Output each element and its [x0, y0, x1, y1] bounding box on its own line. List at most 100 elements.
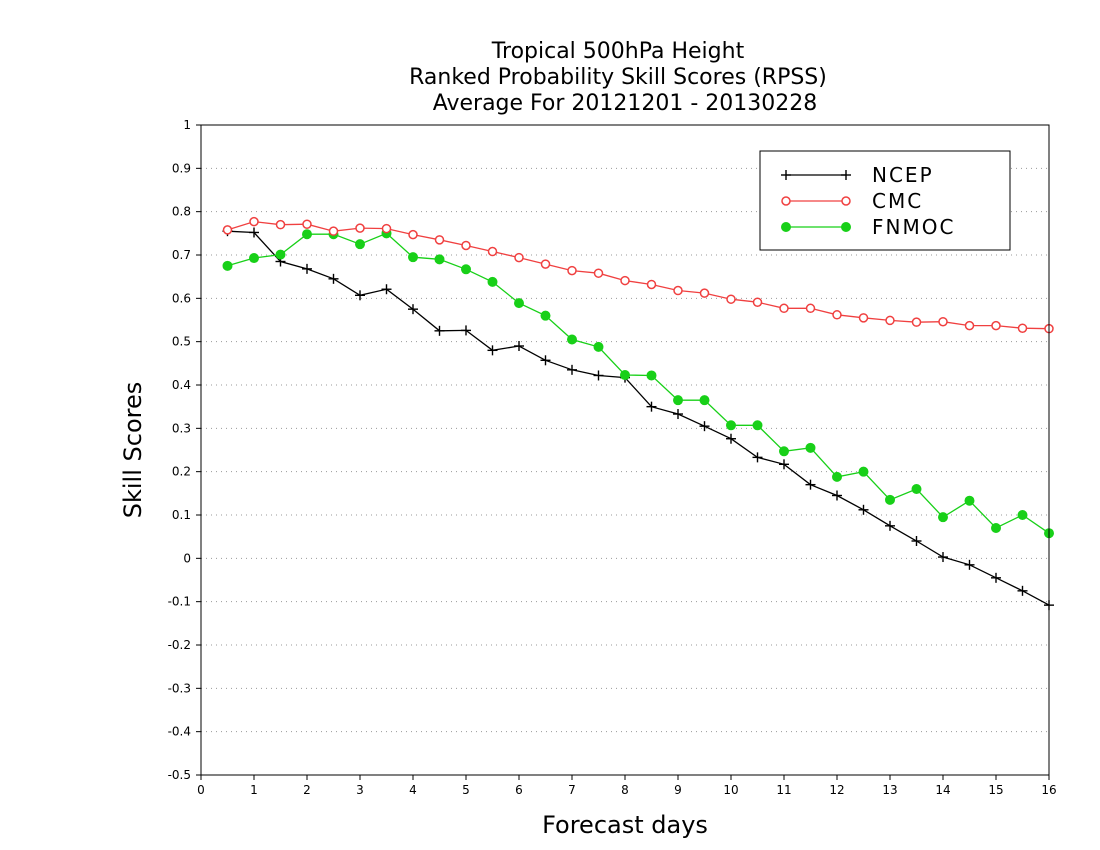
- fnmoc-point: [540, 310, 551, 321]
- x-tick-label: 7: [568, 783, 576, 797]
- legend-entry-fnmoc: FNMOC: [781, 215, 953, 239]
- ncep-point: [911, 536, 922, 546]
- y-tick-label: -0.1: [168, 595, 191, 609]
- y-tick-label: 0.3: [172, 421, 191, 435]
- plot-frame: [200, 124, 1050, 776]
- cmc-point: [275, 219, 286, 230]
- ncep-point: [355, 290, 365, 301]
- x-axis-label: Forecast days: [542, 811, 708, 839]
- x-tick-label: 3: [356, 783, 364, 797]
- series-fnmoc: [222, 228, 1054, 539]
- fnmoc-point: [222, 260, 233, 271]
- cmc-point: [487, 246, 498, 257]
- x-tick-label: 8: [621, 783, 629, 797]
- y-tick-label: -0.4: [168, 725, 191, 739]
- legend-entry-ncep: NCEP: [781, 163, 932, 187]
- ncep-point: [593, 370, 604, 381]
- x-tick-label: 9: [674, 783, 682, 797]
- fnmoc-point: [964, 495, 975, 506]
- y-tick-label: 0.9: [172, 161, 191, 175]
- cmc-point: [408, 229, 418, 240]
- ncep-point: [673, 409, 683, 420]
- fnmoc-point: [752, 420, 763, 431]
- y-axis: 1 0.9 0.8 0.7 0.6 0.5 0.4 0.3 0.2 0.1 0 -0.1 -0.2 -0.…: [168, 118, 201, 782]
- chart-title: Tropical 500hPa Height Ranked Probabilit…: [409, 39, 827, 116]
- fnmoc-point: [487, 276, 498, 287]
- cmc-point: [620, 275, 630, 286]
- y-tick-label: 0.1: [172, 508, 191, 522]
- cmc-point: [885, 315, 895, 326]
- fnmoc-point: [514, 298, 524, 309]
- fnmoc-point: [275, 249, 286, 260]
- y-tick-label: 0.7: [172, 248, 191, 262]
- y-tick-label: 0: [183, 551, 191, 565]
- cmc-point: [328, 226, 339, 236]
- ncep-point: [964, 559, 975, 570]
- ncep-point: [434, 325, 445, 336]
- cmc-point: [222, 225, 233, 235]
- fnmoc-point: [567, 334, 577, 345]
- cmc-point: [1017, 323, 1028, 333]
- ncep-point: [885, 520, 895, 531]
- gridlines: [201, 167, 1049, 733]
- fnmoc-point: [593, 341, 604, 352]
- fnmoc-point: [302, 229, 312, 240]
- fnmoc-point: [434, 254, 445, 265]
- x-tick-label: 2: [303, 783, 311, 797]
- cmc-point: [805, 303, 816, 314]
- y-tick-label: -0.5: [168, 768, 191, 782]
- x-tick-label: 16: [1041, 783, 1056, 797]
- ncep-point: [540, 355, 551, 366]
- legend-marker-ncep: [841, 170, 851, 180]
- ncep-point: [408, 304, 418, 315]
- title-line-3: Average For 20121201 - 20130228: [433, 91, 818, 116]
- x-tick-label: 4: [409, 783, 417, 797]
- cmc-point: [302, 219, 312, 229]
- cmc-point: [752, 297, 763, 307]
- series-line-fnmoc: [227, 232, 1050, 534]
- ncep-point: [752, 452, 763, 463]
- fnmoc-point: [911, 484, 922, 494]
- ncep-point: [1017, 585, 1028, 596]
- x-axis: 0 1 2 3 4 5 6 7 8 9 10 11 12 13 14 15 16: [197, 775, 1057, 797]
- ncep-point: [832, 490, 842, 501]
- legend-marker-cmc: [841, 196, 851, 206]
- cmc-point: [699, 288, 710, 298]
- cmc-point: [355, 223, 365, 233]
- x-tick-label: 10: [723, 783, 738, 797]
- fnmoc-point: [858, 466, 869, 477]
- series-cmc: [222, 216, 1054, 334]
- ncep-point: [779, 459, 789, 470]
- x-tick-label: 6: [515, 783, 523, 797]
- y-tick-label: 0.6: [172, 291, 191, 305]
- x-tick-label: 15: [988, 783, 1003, 797]
- y-tick-label: -0.2: [168, 638, 191, 652]
- legend-marker-fnmoc: [841, 222, 851, 232]
- y-tick-label: -0.3: [168, 681, 191, 695]
- cmc-point: [858, 313, 869, 323]
- ncep-point: [991, 572, 1001, 583]
- ncep-point: [699, 421, 710, 432]
- cmc-point: [249, 216, 259, 227]
- fnmoc-point: [938, 512, 948, 523]
- fnmoc-point: [355, 239, 365, 250]
- series-ncep: [222, 226, 1054, 611]
- ncep-point: [646, 401, 657, 412]
- cmc-point: [646, 279, 657, 290]
- ncep-point: [487, 345, 498, 356]
- fnmoc-point: [620, 370, 630, 381]
- ncep-point: [249, 227, 259, 238]
- fnmoc-point: [779, 446, 789, 457]
- ncep-point: [567, 364, 577, 375]
- fnmoc-point: [249, 253, 259, 264]
- ncep-point: [938, 552, 948, 563]
- y-tick-label: 0.2: [172, 465, 191, 479]
- series-line-ncep: [227, 230, 1050, 606]
- cmc-point: [779, 303, 789, 314]
- legend-entry-cmc: CMC: [781, 189, 921, 213]
- legend-marker-cmc: [781, 196, 791, 206]
- cmc-point: [991, 320, 1001, 331]
- cmc-point: [964, 320, 975, 331]
- cmc-point: [434, 235, 445, 245]
